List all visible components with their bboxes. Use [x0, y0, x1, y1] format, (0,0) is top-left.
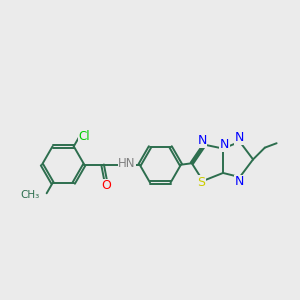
Text: N: N — [220, 138, 229, 151]
Text: N: N — [235, 131, 244, 144]
Text: CH₃: CH₃ — [20, 190, 39, 200]
Text: Cl: Cl — [78, 130, 90, 143]
Text: N: N — [197, 134, 207, 147]
Text: S: S — [197, 176, 206, 189]
Text: N: N — [235, 175, 244, 188]
Text: HN: HN — [118, 157, 136, 170]
Text: O: O — [101, 179, 111, 192]
